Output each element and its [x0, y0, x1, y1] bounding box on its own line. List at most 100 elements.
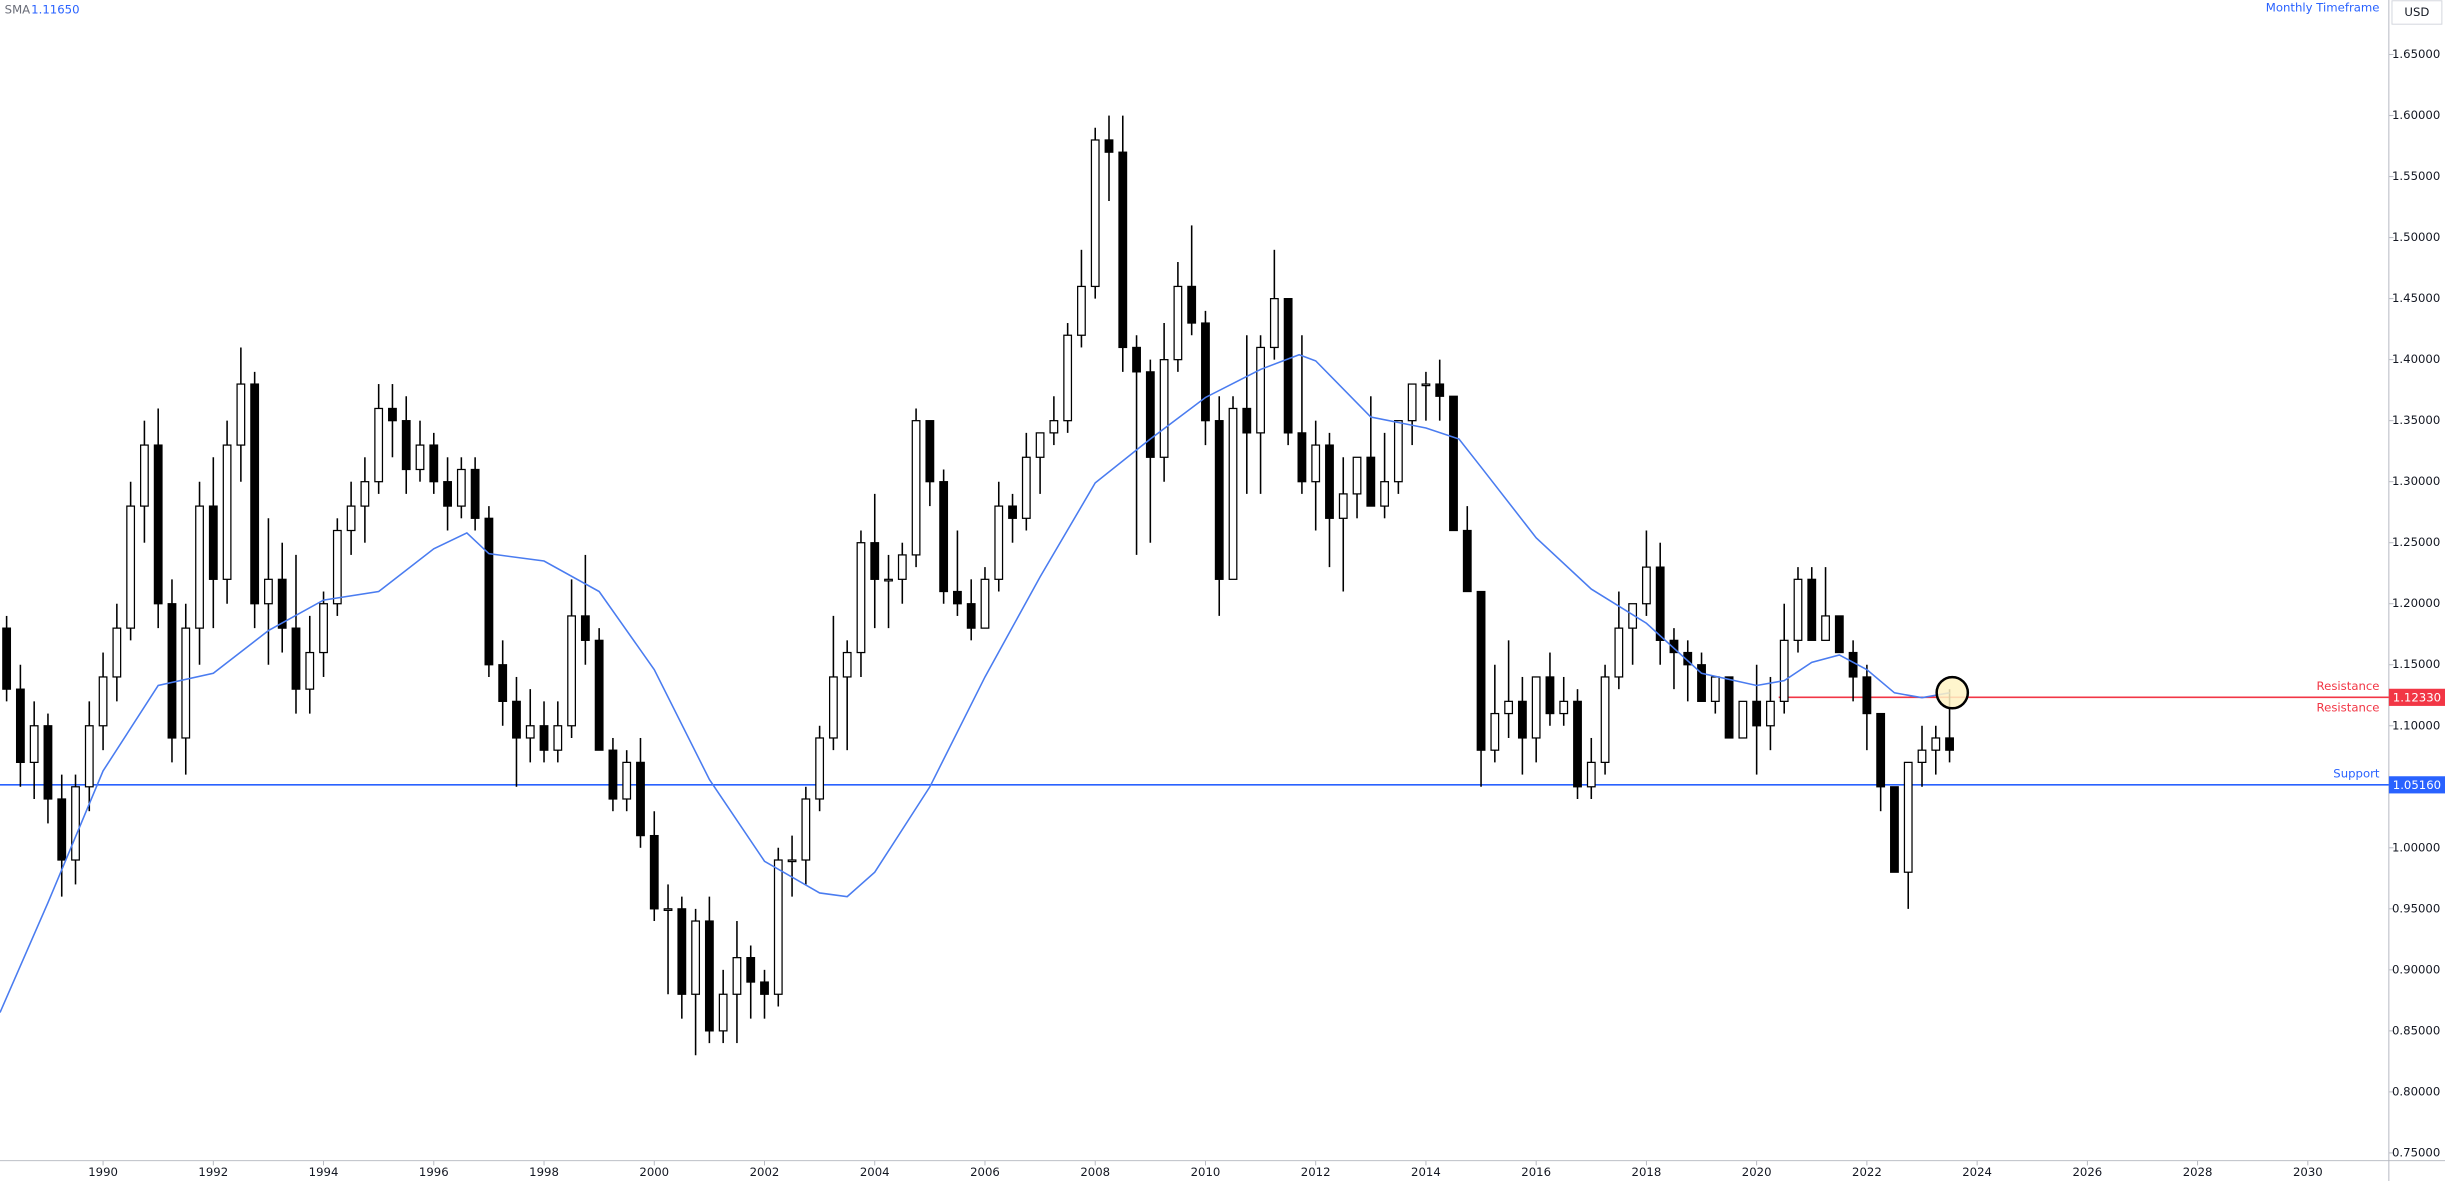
candle-body	[1710, 676, 1720, 702]
x-tick-label: 2012	[1301, 1165, 1331, 1179]
candle-body	[1159, 359, 1169, 458]
candle-body	[1931, 737, 1941, 751]
candle-body	[15, 688, 25, 764]
candle-body	[1793, 578, 1803, 641]
candle-body	[1779, 639, 1789, 702]
y-tick-label: 0.90000	[2392, 962, 2440, 976]
candle-body	[622, 761, 632, 800]
candle-body	[1063, 334, 1073, 422]
candle-body	[567, 615, 576, 727]
candle-body	[1848, 651, 1858, 678]
candle-body	[1118, 151, 1128, 349]
x-tick-label: 2014	[1411, 1165, 1441, 1179]
candle-body	[264, 578, 273, 605]
x-tick-label: 2018	[1632, 1165, 1662, 1179]
y-tick-label: 1.25000	[2392, 535, 2440, 549]
candle-body	[443, 481, 452, 507]
candle-body	[1421, 383, 1431, 387]
candle-body	[1586, 761, 1596, 788]
candle-body	[1600, 676, 1610, 764]
candle-body	[126, 505, 136, 629]
candle-body	[98, 676, 108, 727]
candle-body	[1035, 432, 1045, 458]
x-tick-label: 1992	[198, 1165, 228, 1179]
candle-body	[195, 505, 204, 629]
x-tick-label: 2008	[1080, 1165, 1110, 1179]
x-tick-label: 2026	[2072, 1165, 2102, 1179]
candle-body	[1724, 676, 1734, 739]
y-tick-label: 0.75000	[2392, 1145, 2440, 1159]
y-tick-label: 1.20000	[2392, 596, 2440, 610]
candle-body	[1628, 603, 1638, 629]
x-tick-label: 1998	[529, 1165, 559, 1179]
candle-body	[112, 627, 122, 678]
candle-body	[1214, 420, 1224, 580]
candle-body	[939, 481, 949, 593]
x-tick-label: 1996	[419, 1165, 449, 1179]
candle-body	[773, 859, 783, 995]
x-tick-label: 2006	[970, 1165, 1000, 1179]
price-tag-label: 1.12330	[2393, 690, 2441, 704]
highlight-circle	[1935, 675, 1970, 710]
candle-body	[746, 957, 756, 983]
currency-label: USD	[2404, 5, 2429, 19]
candle-body	[167, 603, 177, 739]
candle-body	[1393, 420, 1403, 483]
y-tick-label: 1.60000	[2392, 108, 2440, 122]
x-tick-label: 2016	[1521, 1165, 1551, 1179]
candle-body	[1407, 383, 1417, 422]
candle-body	[704, 920, 714, 1032]
candle-body	[663, 908, 673, 912]
candle-body	[236, 383, 246, 446]
candle-body	[1559, 700, 1569, 715]
x-tick-label: 1994	[309, 1165, 339, 1179]
candle-body	[1173, 285, 1183, 361]
candle-body	[608, 749, 618, 800]
candle-body	[815, 737, 825, 800]
candle-body	[870, 542, 880, 580]
candle-body	[1201, 322, 1210, 422]
candle-body	[636, 761, 645, 837]
candle-body	[649, 834, 659, 910]
candle-body	[388, 407, 397, 422]
y-tick-label: 1.10000	[2392, 718, 2440, 732]
candle-body	[1490, 712, 1500, 751]
y-tick-label: 1.15000	[2392, 657, 2440, 671]
candle-body	[470, 468, 480, 519]
candle-body	[594, 639, 604, 751]
candle-body	[71, 786, 80, 861]
candle-body	[291, 627, 301, 690]
y-tick-label: 1.45000	[2392, 291, 2440, 305]
candle-body	[332, 529, 342, 605]
candle-body	[1738, 700, 1748, 739]
candle-body	[525, 725, 535, 739]
candle-body	[1132, 346, 1141, 373]
candle-body	[691, 920, 701, 995]
candle-body	[801, 798, 811, 861]
candle-body	[1325, 444, 1334, 519]
candle-body	[1311, 444, 1321, 483]
candle-body	[1338, 493, 1348, 519]
x-tick-label: 2004	[860, 1165, 890, 1179]
x-tick-label: 1990	[88, 1165, 118, 1179]
candle-body	[43, 725, 53, 800]
x-tick-label: 2020	[1742, 1165, 1772, 1179]
candle-body	[1641, 566, 1651, 605]
candle-body	[1821, 615, 1830, 641]
candle-body	[760, 981, 769, 995]
candle-body	[1917, 749, 1927, 764]
candle-body	[1366, 456, 1376, 507]
candle-body	[828, 676, 838, 739]
candle-body	[277, 578, 287, 629]
candle-body	[732, 957, 742, 995]
candle-body	[84, 725, 94, 788]
x-tick-label: 2022	[1852, 1165, 1882, 1179]
sma-line	[0, 353, 1950, 1013]
price-tag	[2388, 776, 2445, 794]
candle-body	[1683, 651, 1693, 666]
y-tick-label: 1.35000	[2392, 413, 2440, 427]
candle-body	[953, 590, 962, 605]
